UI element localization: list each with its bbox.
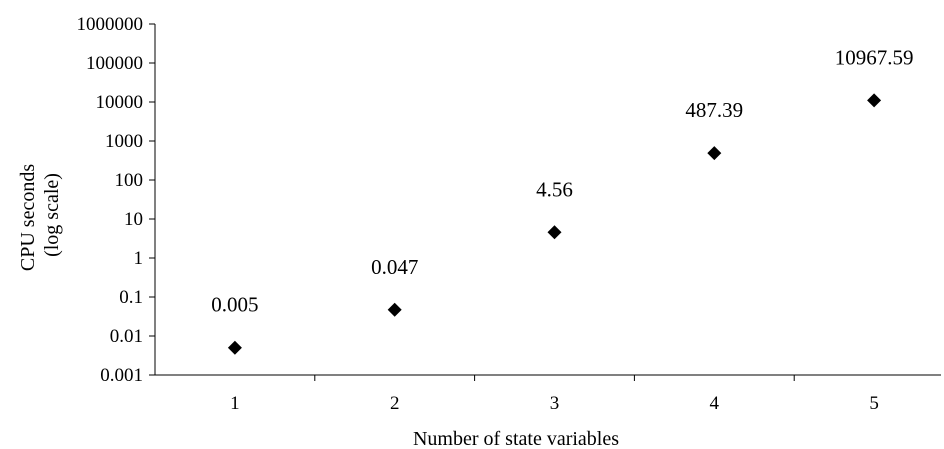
x-ticks: 1 2 3 4 5	[230, 375, 879, 414]
data-labels: 0.005 0.047 4.56 487.39 10967.59	[211, 45, 913, 316]
y-tick-label: 100	[115, 170, 144, 191]
data-point-label: 10967.59	[835, 45, 914, 69]
y-tick-label: 100000	[86, 53, 143, 74]
y-tick-label: 0.1	[119, 287, 143, 308]
y-tick-label: 1	[134, 248, 144, 269]
axes	[154, 24, 941, 376]
y-ticks: 0.001 0.01 0.1 1 10 100 1000 10000 100000 1000000	[77, 14, 155, 386]
y-axis-title-line-2: (log scale)	[41, 173, 63, 257]
data-point-marker	[867, 93, 882, 108]
y-tick-label: 10	[124, 209, 143, 230]
data-point-label: 487.39	[685, 98, 743, 122]
data-point-label: 0.005	[211, 293, 258, 317]
y-axis-title: CPU seconds (log scale)	[17, 159, 63, 271]
y-tick-label: 1000	[105, 131, 143, 152]
y-tick-label: 0.01	[110, 326, 143, 347]
x-tick-label: 4	[710, 393, 720, 414]
y-tick-label: 0.001	[100, 365, 143, 386]
y-tick-label: 10000	[96, 92, 144, 113]
x-tick-label: 3	[550, 393, 560, 414]
data-point-marker	[707, 146, 722, 161]
data-points	[227, 93, 882, 355]
data-point-label: 0.047	[371, 255, 418, 279]
data-point-label: 4.56	[536, 177, 573, 201]
x-tick-label: 1	[230, 393, 240, 414]
x-tick-label: 2	[390, 393, 400, 414]
data-point-marker	[547, 225, 562, 240]
x-axis-title: Number of state variables	[413, 428, 619, 449]
data-point-marker	[227, 340, 242, 355]
y-axis-title-line-1: CPU seconds	[17, 164, 39, 271]
x-tick-label: 5	[869, 393, 879, 414]
y-tick-label: 1000000	[77, 14, 144, 35]
data-point-marker	[387, 302, 402, 317]
